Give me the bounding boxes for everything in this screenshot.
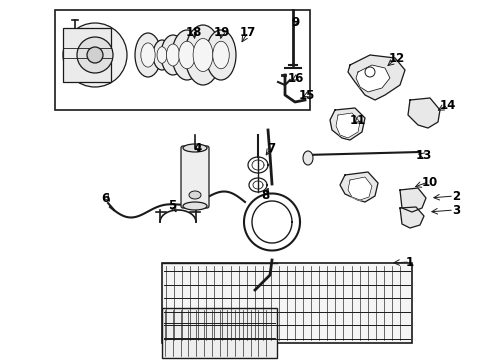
Text: 8: 8 xyxy=(261,189,269,202)
Polygon shape xyxy=(330,108,365,140)
Ellipse shape xyxy=(183,144,207,152)
Polygon shape xyxy=(340,172,378,202)
Ellipse shape xyxy=(157,47,167,63)
Text: 14: 14 xyxy=(440,99,456,112)
Ellipse shape xyxy=(141,43,155,67)
Ellipse shape xyxy=(153,40,171,70)
Bar xyxy=(162,263,412,343)
Circle shape xyxy=(63,23,127,87)
Ellipse shape xyxy=(161,35,185,75)
Polygon shape xyxy=(356,65,390,92)
Polygon shape xyxy=(400,207,424,228)
Polygon shape xyxy=(348,55,405,100)
Bar xyxy=(63,28,111,82)
Polygon shape xyxy=(400,188,426,212)
Text: 7: 7 xyxy=(267,141,275,154)
Circle shape xyxy=(87,47,103,63)
Ellipse shape xyxy=(213,41,229,69)
Text: 1: 1 xyxy=(406,256,414,269)
Ellipse shape xyxy=(206,30,236,80)
Text: 13: 13 xyxy=(416,149,432,162)
Text: 3: 3 xyxy=(452,203,460,216)
Text: 16: 16 xyxy=(288,72,304,85)
Ellipse shape xyxy=(179,41,195,69)
Text: 15: 15 xyxy=(299,89,315,102)
Text: 19: 19 xyxy=(214,26,230,39)
Text: 2: 2 xyxy=(452,189,460,202)
Text: 5: 5 xyxy=(168,198,176,212)
Ellipse shape xyxy=(193,39,213,72)
Ellipse shape xyxy=(172,30,202,80)
FancyBboxPatch shape xyxy=(181,146,209,208)
Polygon shape xyxy=(408,98,440,128)
Text: 4: 4 xyxy=(194,141,202,154)
Text: 12: 12 xyxy=(389,51,405,64)
Ellipse shape xyxy=(135,33,161,77)
Ellipse shape xyxy=(167,44,180,66)
Circle shape xyxy=(77,37,113,73)
Bar xyxy=(55,10,310,110)
Text: 11: 11 xyxy=(350,113,366,126)
Bar xyxy=(162,308,277,358)
Ellipse shape xyxy=(183,202,207,210)
Text: 10: 10 xyxy=(422,176,438,189)
Text: 9: 9 xyxy=(291,15,299,28)
Polygon shape xyxy=(336,113,360,138)
Polygon shape xyxy=(348,177,372,200)
Ellipse shape xyxy=(185,25,221,85)
Text: 18: 18 xyxy=(186,26,202,39)
Circle shape xyxy=(365,67,375,77)
Text: 17: 17 xyxy=(240,26,256,39)
Ellipse shape xyxy=(303,151,313,165)
Text: 6: 6 xyxy=(101,192,109,204)
Ellipse shape xyxy=(189,191,201,199)
